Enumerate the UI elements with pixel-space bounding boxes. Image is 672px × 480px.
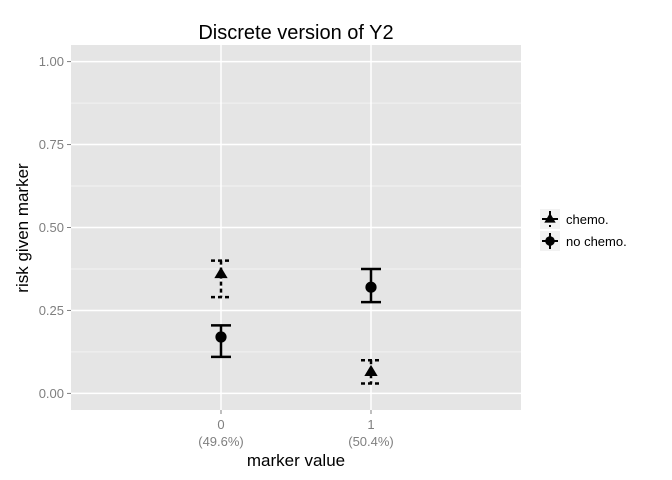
x-tick-label: 1 xyxy=(367,417,374,432)
y-tick-label: 0.75 xyxy=(39,137,64,152)
y-tick-label: 0.00 xyxy=(39,386,64,401)
y-tick-label: 0.25 xyxy=(39,303,64,318)
legend: chemo. no chemo. xyxy=(540,209,627,251)
point-circle xyxy=(215,331,227,343)
chart-title: Discrete version of Y2 xyxy=(198,22,393,44)
point-triangle xyxy=(214,266,228,279)
y-axis: 0.00 0.25 0.50 0.75 1.00 xyxy=(39,54,71,401)
x-tick-label: 0 xyxy=(217,417,224,432)
x-tick-sublabel: (50.4%) xyxy=(348,434,394,449)
y-tick-label: 0.50 xyxy=(39,220,64,235)
point-triangle xyxy=(364,364,378,377)
data-marks xyxy=(211,259,381,385)
legend-key-triangle xyxy=(544,213,556,223)
point-circle xyxy=(365,281,377,293)
x-axis: 0 (49.6%) 1 (50.4%) xyxy=(198,410,394,449)
legend-label: chemo. xyxy=(566,212,609,227)
x-axis-title: marker value xyxy=(247,451,345,470)
legend-key-circle xyxy=(545,236,555,246)
y-axis-title: risk given marker xyxy=(13,163,32,293)
x-tick-sublabel: (49.6%) xyxy=(198,434,244,449)
legend-label: no chemo. xyxy=(566,234,627,249)
y-tick-label: 1.00 xyxy=(39,54,64,69)
